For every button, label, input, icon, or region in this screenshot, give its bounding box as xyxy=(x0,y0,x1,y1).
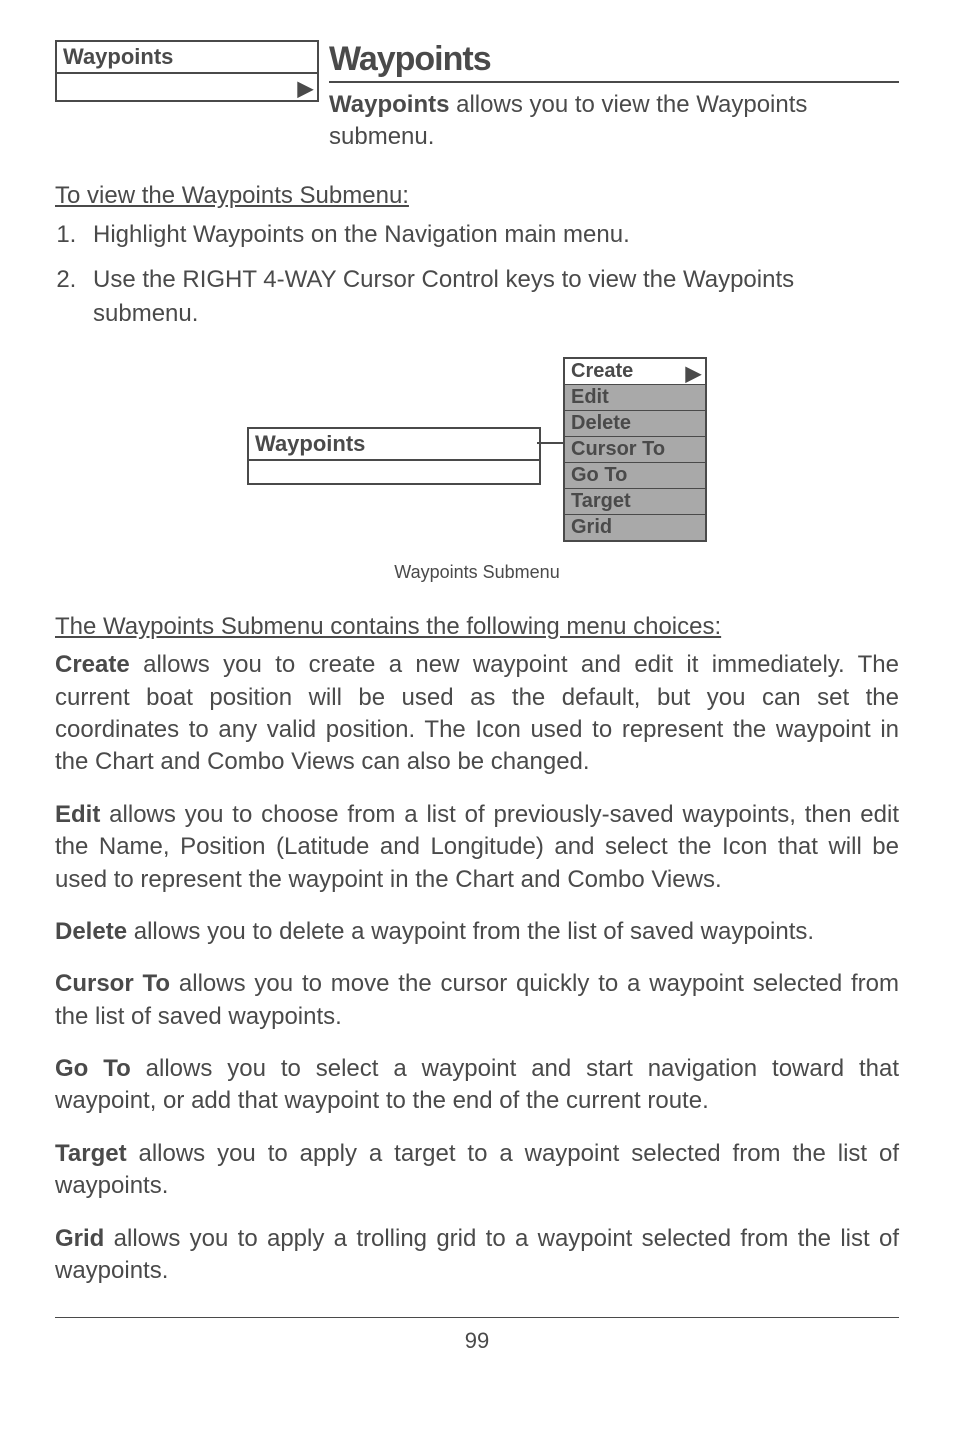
page-container: Waypoints ▶ Waypoints Waypoints allows y… xyxy=(0,0,954,1384)
para-text: allows you to create a new waypoint and … xyxy=(55,651,899,775)
para-bold: Cursor To xyxy=(55,970,170,997)
right-arrow-icon: ▶ xyxy=(686,361,701,386)
page-title: Waypoints xyxy=(329,40,899,83)
section-heading-1: To view the Waypoints Submenu: xyxy=(55,182,899,210)
figure-connector-line xyxy=(537,442,565,444)
figure-left-bottom xyxy=(249,461,539,483)
title-column: Waypoints Waypoints allows you to view t… xyxy=(329,40,899,154)
lead-bold: Waypoints xyxy=(329,91,449,118)
step-2: Use the RIGHT 4-WAY Cursor Control keys … xyxy=(83,263,899,333)
footer-divider xyxy=(55,1317,899,1318)
submenu-item-target: Target xyxy=(565,489,705,515)
para-cursor-to: Cursor To allows you to move the cursor … xyxy=(55,968,899,1033)
steps-list: Highlight Waypoints on the Navigation ma… xyxy=(83,218,899,332)
para-delete: Delete allows you to delete a waypoint f… xyxy=(55,916,899,948)
menu-preview-box: Waypoints ▶ xyxy=(55,40,319,102)
submenu-figure: Waypoints Create ▶ Edit Delete Cursor To… xyxy=(247,357,707,557)
para-text: allows you to select a waypoint and star… xyxy=(55,1055,899,1114)
para-bold: Delete xyxy=(55,918,127,945)
menu-preview-bottom: ▶ xyxy=(57,74,317,100)
para-target: Target allows you to apply a target to a… xyxy=(55,1138,899,1203)
para-edit: Edit allows you to choose from a list of… xyxy=(55,799,899,896)
submenu-item-grid: Grid xyxy=(565,515,705,540)
submenu-item-edit: Edit xyxy=(565,385,705,411)
menu-preview-label: Waypoints xyxy=(57,42,317,74)
para-bold: Create xyxy=(55,651,130,678)
page-number: 99 xyxy=(55,1328,899,1354)
title-row: Waypoints ▶ Waypoints Waypoints allows y… xyxy=(55,40,899,154)
para-text: allows you to choose from a list of prev… xyxy=(55,801,899,893)
submenu-item-cursor-to: Cursor To xyxy=(565,437,705,463)
para-text: allows you to move the cursor quickly to… xyxy=(55,970,899,1029)
right-arrow-icon: ▶ xyxy=(298,76,313,101)
figure-caption: Waypoints Submenu xyxy=(55,562,899,583)
submenu-list: Create ▶ Edit Delete Cursor To Go To Tar… xyxy=(563,357,707,542)
figure-left-box: Waypoints xyxy=(247,427,541,485)
para-bold: Target xyxy=(55,1140,127,1167)
section-heading-2: The Waypoints Submenu contains the follo… xyxy=(55,613,899,641)
submenu-item-go-to: Go To xyxy=(565,463,705,489)
para-bold: Edit xyxy=(55,801,100,828)
para-bold: Go To xyxy=(55,1055,131,1082)
para-create: Create allows you to create a new waypoi… xyxy=(55,649,899,779)
para-text: allows you to apply a trolling grid to a… xyxy=(55,1225,899,1284)
submenu-label: Create xyxy=(571,360,633,382)
para-go-to: Go To allows you to select a waypoint an… xyxy=(55,1053,899,1118)
para-grid: Grid allows you to apply a trolling grid… xyxy=(55,1223,899,1288)
para-text: allows you to apply a target to a waypoi… xyxy=(55,1140,899,1199)
figure-left-label: Waypoints xyxy=(249,429,539,461)
step-1: Highlight Waypoints on the Navigation ma… xyxy=(83,218,899,253)
lead-paragraph: Waypoints allows you to view the Waypoin… xyxy=(329,89,899,154)
para-bold: Grid xyxy=(55,1225,104,1252)
para-text: allows you to delete a waypoint from the… xyxy=(127,918,814,945)
submenu-item-delete: Delete xyxy=(565,411,705,437)
submenu-item-create: Create ▶ xyxy=(565,359,705,385)
